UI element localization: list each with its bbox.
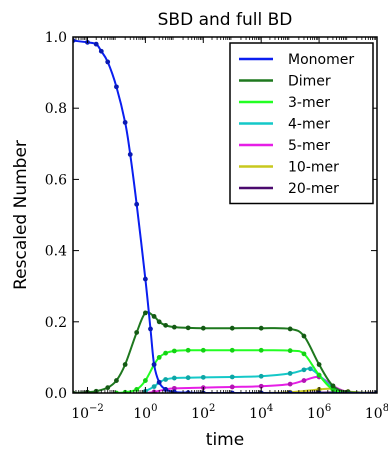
x-tick-label: 102 [191, 403, 215, 422]
data-point-dimer [163, 322, 169, 328]
data-point-5-mer [301, 378, 307, 383]
data-point-4-mer [151, 384, 157, 389]
data-point-3-mer [316, 372, 322, 378]
y-tick-label: 0.0 [45, 386, 67, 402]
y-axis-label: Rescaled Number [11, 140, 31, 290]
series-line-monomer [73, 39, 377, 393]
data-point-4-mer [163, 377, 169, 382]
y-tick-label: 1.0 [45, 30, 67, 46]
y-tick-label: 0.2 [45, 315, 67, 331]
data-point-dimer [330, 383, 336, 389]
data-point-dimer [287, 326, 293, 332]
data-point-4-mer [287, 371, 293, 376]
data-point-dimer [156, 319, 162, 325]
data-point-dimer [142, 310, 148, 316]
data-point-4-mer [307, 366, 313, 372]
data-point-dimer [114, 378, 119, 383]
data-point-3-mer [134, 387, 140, 392]
data-point-3-mer [229, 347, 235, 353]
x-axis-label: time [206, 430, 244, 450]
data-point-monomer [142, 276, 148, 282]
x-tick-label: 104 [249, 403, 273, 422]
axis-ticks: 10−2 100 102 104 106 108 0.0 0.2 0.4 0.6 0.8 1.0 [45, 30, 388, 422]
legend: Monomer Dimer 3-mer 4-mer 5-mer 10-mer 20-mer [229, 42, 374, 205]
data-point-4-mer [200, 374, 206, 380]
data-point-dimer [258, 325, 264, 331]
data-point-4-mer [185, 375, 191, 381]
data-point-monomer [105, 59, 111, 65]
data-point-monomer [127, 152, 133, 157]
data-point-3-mer [200, 347, 206, 353]
data-point-3-mer [185, 347, 191, 353]
chart-title: SBD and full BD [158, 10, 293, 30]
legend-label: 10-mer [288, 160, 339, 176]
data-point-5-mer [287, 381, 293, 387]
x-tick-label: 100 [133, 403, 157, 422]
data-point-5-mer [171, 385, 177, 391]
data-point-4-mer [171, 375, 177, 381]
data-point-3-mer [163, 350, 169, 356]
data-point-monomer [122, 120, 128, 125]
data-point-3-mer [156, 355, 162, 360]
x-tick-label: 10−2 [71, 403, 104, 422]
data-point-dimer [171, 324, 177, 330]
data-point-dimer [105, 385, 111, 391]
legend-label: 20-mer [288, 181, 339, 197]
data-point-dimer [229, 325, 235, 331]
x-tick-label: 108 [365, 403, 388, 422]
data-point-4-mer [229, 374, 235, 380]
data-point-dimer [185, 325, 191, 331]
data-point-monomer [98, 48, 104, 54]
plot-frame [72, 36, 378, 394]
data-point-monomer [114, 84, 119, 90]
data-point-5-mer [258, 383, 264, 389]
data-point-3-mer [258, 347, 264, 353]
data-point-dimer [316, 362, 322, 367]
series-line-dimer [73, 311, 377, 393]
data-point-monomer [148, 326, 153, 332]
data-point-dimer [122, 362, 128, 367]
legend-label: 4-mer [288, 117, 330, 133]
legend-label: Dimer [288, 74, 331, 90]
data-point-dimer [200, 325, 206, 331]
data-point-monomer [163, 387, 169, 392]
data-point-dimer [134, 330, 140, 335]
data-point-4-mer [301, 367, 307, 373]
data-point-3-mer [171, 348, 177, 354]
legend-label: Monomer [288, 52, 354, 68]
data-point-5-mer [229, 384, 235, 390]
data-point-monomer [151, 362, 157, 367]
legend-label: 5-mer [288, 138, 330, 154]
data-point-monomer [156, 379, 162, 385]
y-tick-label: 0.6 [45, 172, 67, 188]
data-point-dimer [151, 314, 157, 319]
data-point-monomer [134, 201, 140, 207]
data-point-3-mer [142, 378, 148, 383]
y-tick-label: 0.8 [45, 101, 67, 117]
x-tick-label: 106 [307, 403, 331, 422]
data-point-monomer [93, 41, 99, 47]
data-point-3-mer [287, 348, 293, 354]
data-point-dimer [301, 333, 307, 339]
y-tick-label: 0.4 [45, 244, 67, 260]
data-point-3-mer [301, 351, 307, 357]
data-point-4-mer [258, 373, 264, 379]
legend-label: 3-mer [288, 95, 330, 111]
